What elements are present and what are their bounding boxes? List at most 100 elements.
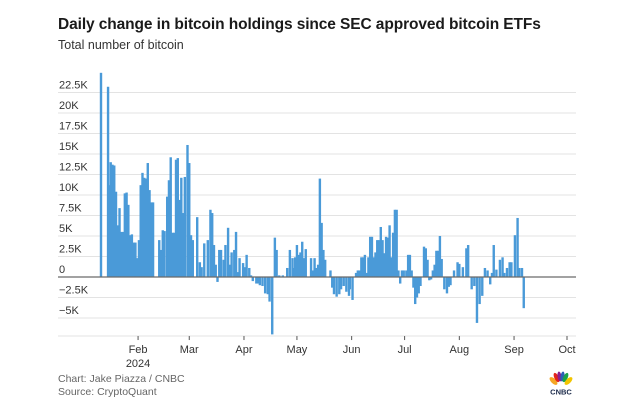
bar (292, 267, 295, 277)
bar (139, 185, 142, 277)
bar (397, 270, 400, 277)
bar (351, 277, 354, 300)
bar (376, 240, 379, 277)
bar (443, 277, 446, 290)
bar (338, 277, 341, 295)
bar (417, 277, 420, 294)
bar (180, 177, 183, 277)
y-tick-label: 5K (59, 223, 73, 235)
bar (183, 176, 187, 277)
y-tick-label: 20K (59, 100, 79, 112)
bar (206, 240, 209, 277)
bar (447, 277, 450, 287)
bar (438, 236, 442, 277)
x-tick-label: Mar (180, 344, 199, 356)
bar (320, 222, 323, 277)
bar (331, 277, 334, 288)
bar (291, 258, 294, 277)
y-tick-label: 2.5K (59, 244, 82, 256)
cnbc-peacock-icon: CNBC (549, 371, 573, 396)
bar (121, 231, 125, 277)
bar (255, 277, 258, 284)
bar (299, 252, 302, 277)
bar (505, 267, 509, 277)
bar (354, 272, 358, 277)
bar (150, 202, 153, 277)
x-tick-label: Feb (129, 344, 148, 356)
bar (174, 159, 178, 277)
bar (245, 254, 248, 277)
bar (372, 257, 375, 277)
bar (165, 196, 169, 277)
bar (116, 225, 119, 277)
bar (218, 249, 221, 277)
bar (268, 277, 271, 302)
bar (370, 236, 374, 277)
bar (466, 245, 470, 277)
bar (256, 277, 260, 284)
bar (271, 277, 274, 335)
bar (424, 248, 427, 277)
bar (390, 257, 393, 277)
bar (148, 190, 151, 277)
bar (226, 227, 230, 277)
bar (106, 86, 110, 277)
bar (470, 277, 473, 290)
bar (134, 242, 137, 277)
bar (393, 209, 397, 277)
bar (413, 277, 417, 305)
bar (473, 277, 476, 287)
bar (348, 277, 352, 290)
x-tick-label: Jun (343, 344, 361, 356)
bar (342, 277, 345, 287)
bar (301, 241, 304, 277)
bar (107, 185, 111, 277)
bar (163, 231, 166, 277)
bar (395, 209, 398, 277)
bar (288, 249, 292, 277)
bar (309, 258, 313, 277)
bar (501, 257, 504, 277)
bar (248, 267, 251, 277)
bar (186, 144, 189, 277)
bar (429, 277, 433, 280)
bar (281, 275, 285, 277)
chart-title: Daily change in bitcoin holdings since S… (58, 16, 541, 33)
x-tick-label: Apr (235, 344, 252, 356)
bar (436, 250, 440, 277)
bar (275, 249, 278, 277)
bar (316, 264, 320, 277)
bar (146, 163, 149, 277)
bar (379, 226, 382, 277)
chart-credit: Chart: Jake Piazza / CNBC (58, 373, 185, 385)
bar (109, 162, 112, 277)
bar (381, 240, 384, 277)
bar (475, 277, 479, 323)
bar (241, 263, 245, 277)
bar (318, 178, 322, 277)
bar (433, 264, 436, 277)
bar (304, 249, 307, 277)
bar (410, 270, 413, 277)
bar (520, 267, 524, 277)
bars (99, 72, 525, 335)
bar (258, 277, 262, 286)
bar (323, 259, 327, 277)
bar (383, 253, 386, 277)
x-tick-label: Sep (504, 344, 524, 356)
bar (384, 236, 388, 277)
bar (158, 240, 161, 277)
bar (386, 237, 390, 277)
bar (295, 245, 299, 277)
bar (120, 231, 123, 277)
bar (137, 240, 141, 277)
bar (125, 192, 128, 277)
bar (113, 165, 116, 277)
bar (388, 225, 391, 277)
bar (203, 243, 206, 277)
gridlines (58, 92, 576, 337)
bar (513, 235, 517, 277)
bar (391, 232, 395, 277)
bar (249, 275, 253, 277)
bar (293, 257, 297, 277)
